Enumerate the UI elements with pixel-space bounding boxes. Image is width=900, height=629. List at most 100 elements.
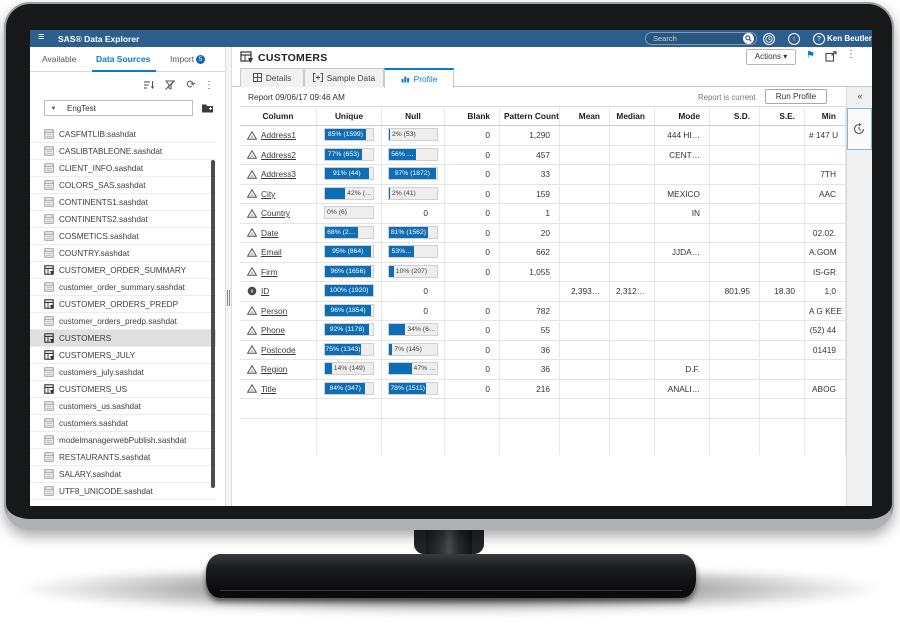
list-item[interactable]: CASFMTLIB.sashdat	[30, 126, 216, 143]
list-item[interactable]: RESTAURANTS.sashdat	[30, 449, 216, 466]
flag-icon[interactable]: ⚑	[806, 50, 815, 61]
details-icon	[252, 73, 262, 84]
filter-dropdown[interactable]: ▼	[44, 100, 63, 116]
cell-median	[610, 379, 655, 398]
column-header[interactable]: Mode	[655, 107, 710, 125]
cell-sd	[710, 360, 760, 379]
recent-items-icon[interactable]	[763, 32, 775, 45]
overflow-menu-icon[interactable]: ⋮	[846, 49, 856, 60]
export-icon[interactable]	[825, 51, 837, 64]
frequency-bar: 47% …	[388, 362, 438, 376]
sidebar-overflow-icon[interactable]: ⋮	[204, 80, 214, 91]
list-item[interactable]: CONTINENTS1.sashdat	[30, 194, 216, 211]
column-header[interactable]: Null	[382, 107, 445, 125]
clear-filter-icon[interactable]	[163, 79, 177, 93]
list-item[interactable]: CUSTOMERS_JULY	[30, 347, 216, 364]
refresh-icon[interactable]: ⟳	[186, 79, 196, 91]
folder-icon[interactable]	[201, 102, 214, 114]
cell-column-name: A Firm	[240, 262, 317, 281]
list-item[interactable]: customer_orders_predp.sashdat	[30, 313, 216, 330]
help-icon[interactable]: ?	[813, 32, 825, 45]
column-name-link[interactable]: Region	[261, 364, 288, 374]
cell-unique: 75% (1343)	[317, 340, 382, 359]
list-item[interactable]: customer_order_summary.sashdat	[30, 279, 216, 296]
run-profile-button[interactable]: Run Profile	[765, 89, 827, 104]
cell-min	[805, 360, 846, 379]
arrow-up-icon[interactable]: ↑	[788, 32, 800, 45]
column-name-link[interactable]: ID	[261, 286, 270, 296]
history-panel-button[interactable]	[847, 108, 872, 150]
column-name-link[interactable]: Date	[261, 227, 279, 238]
cell-min: (52) 44	[805, 321, 846, 340]
frequency-bar: 14% (149)	[324, 362, 374, 376]
actions-button[interactable]: Actions ▾	[746, 49, 796, 65]
list-item[interactable]: customers.sashdat	[30, 415, 216, 432]
column-header[interactable]: Pattern Count	[500, 107, 560, 125]
list-item[interactable]: CONTINENTS2.sashdat	[30, 211, 216, 228]
column-header[interactable]: Blank	[445, 107, 500, 125]
list-item[interactable]: COUNTRY.sashdat	[30, 245, 216, 262]
list-item[interactable]: CUSTOMER_ORDER_SUMMARY	[30, 262, 216, 279]
column-header[interactable]: Min	[805, 107, 846, 125]
tab-available[interactable]: Available	[42, 54, 77, 64]
column-name-link[interactable]: City	[261, 188, 276, 199]
list-item[interactable]: SALARY.sashdat	[30, 466, 216, 483]
cell-sd	[710, 223, 760, 242]
file-icon	[44, 180, 54, 190]
filter-input[interactable]: EngTest	[62, 100, 193, 116]
list-item[interactable]: COSMETICS.sashdat	[30, 228, 216, 245]
list-item[interactable]: CUSTOMERS_US	[30, 381, 216, 398]
sidebar-scrollbar[interactable]	[211, 160, 215, 488]
collapse-panel-button[interactable]: «	[857, 91, 863, 101]
list-item[interactable]: CASLIBTABLEONE.sashdat	[30, 143, 216, 160]
search-icon[interactable]	[743, 33, 754, 44]
tab-import[interactable]: Import 5	[170, 54, 206, 64]
cell-sd	[710, 165, 760, 184]
tab-details[interactable]: Details	[240, 68, 304, 87]
sort-icon[interactable]	[142, 79, 156, 93]
data-source-list: CASFMTLIB.sashdat CASLIBTABLEONE.sashdat C…	[30, 126, 216, 506]
svg-text:A: A	[250, 349, 254, 354]
sample-data-icon	[312, 73, 323, 84]
cell-blank: 0	[445, 379, 500, 398]
search-input[interactable]: Search	[645, 32, 757, 45]
list-item[interactable]: COLORS_SAS.sashdat	[30, 177, 216, 194]
column-name-link[interactable]: Address2	[261, 149, 297, 160]
column-header[interactable]: Mean	[560, 107, 610, 125]
column-name-link[interactable]: Address3	[261, 169, 297, 179]
cell-unique: 96% (1854)	[317, 301, 382, 320]
column-header[interactable]: S.E.	[760, 107, 805, 125]
column-name-link[interactable]: Title	[261, 383, 277, 394]
cell-mode: ANALI…	[655, 379, 710, 398]
list-item[interactable]: CUSTOMERS	[30, 330, 216, 347]
column-name-link[interactable]: Phone	[261, 325, 285, 335]
list-item[interactable]: CLIENT_INFO.sashdat	[30, 160, 216, 177]
cell-min: ABOG	[805, 379, 846, 398]
tab-profile[interactable]: Profile	[384, 68, 454, 88]
tab-data-sources[interactable]: Data Sources	[96, 54, 151, 64]
list-item[interactable]: UTF8_UNICODE.sashdat	[30, 483, 216, 500]
list-item[interactable]: customers_us.sashdat	[30, 398, 216, 415]
menu-icon[interactable]: ≡	[38, 31, 45, 43]
cell-pattern-count: 33	[500, 165, 560, 184]
column-header[interactable]: Unique	[317, 107, 382, 125]
column-name-link[interactable]: Country	[261, 208, 291, 218]
tab-sample-data[interactable]: Sample Data	[304, 68, 384, 87]
column-name-link[interactable]: Email	[261, 247, 282, 257]
user-menu[interactable]: Ken Beutler	[827, 34, 872, 43]
list-item[interactable]: CUSTOMER_ORDERS_PREDP	[30, 296, 216, 313]
column-name-link[interactable]: Postcode	[261, 344, 296, 355]
column-name-link[interactable]: Address1	[261, 130, 297, 140]
column-header[interactable]: Column	[240, 107, 317, 125]
column-header[interactable]: S.D.	[710, 107, 760, 125]
cell-blank: 0	[445, 145, 500, 164]
table-icon	[44, 350, 54, 360]
list-item[interactable]: customers_july.sashdat	[30, 364, 216, 381]
list-item[interactable]: modelmanagerwebPublish.sashdat	[30, 432, 216, 449]
file-icon	[44, 401, 54, 411]
svg-text:A: A	[250, 368, 254, 373]
panel-splitter[interactable]	[225, 47, 232, 506]
column-name-link[interactable]: Firm	[261, 266, 278, 277]
column-name-link[interactable]: Person	[261, 305, 288, 316]
column-header[interactable]: Median	[610, 107, 655, 125]
